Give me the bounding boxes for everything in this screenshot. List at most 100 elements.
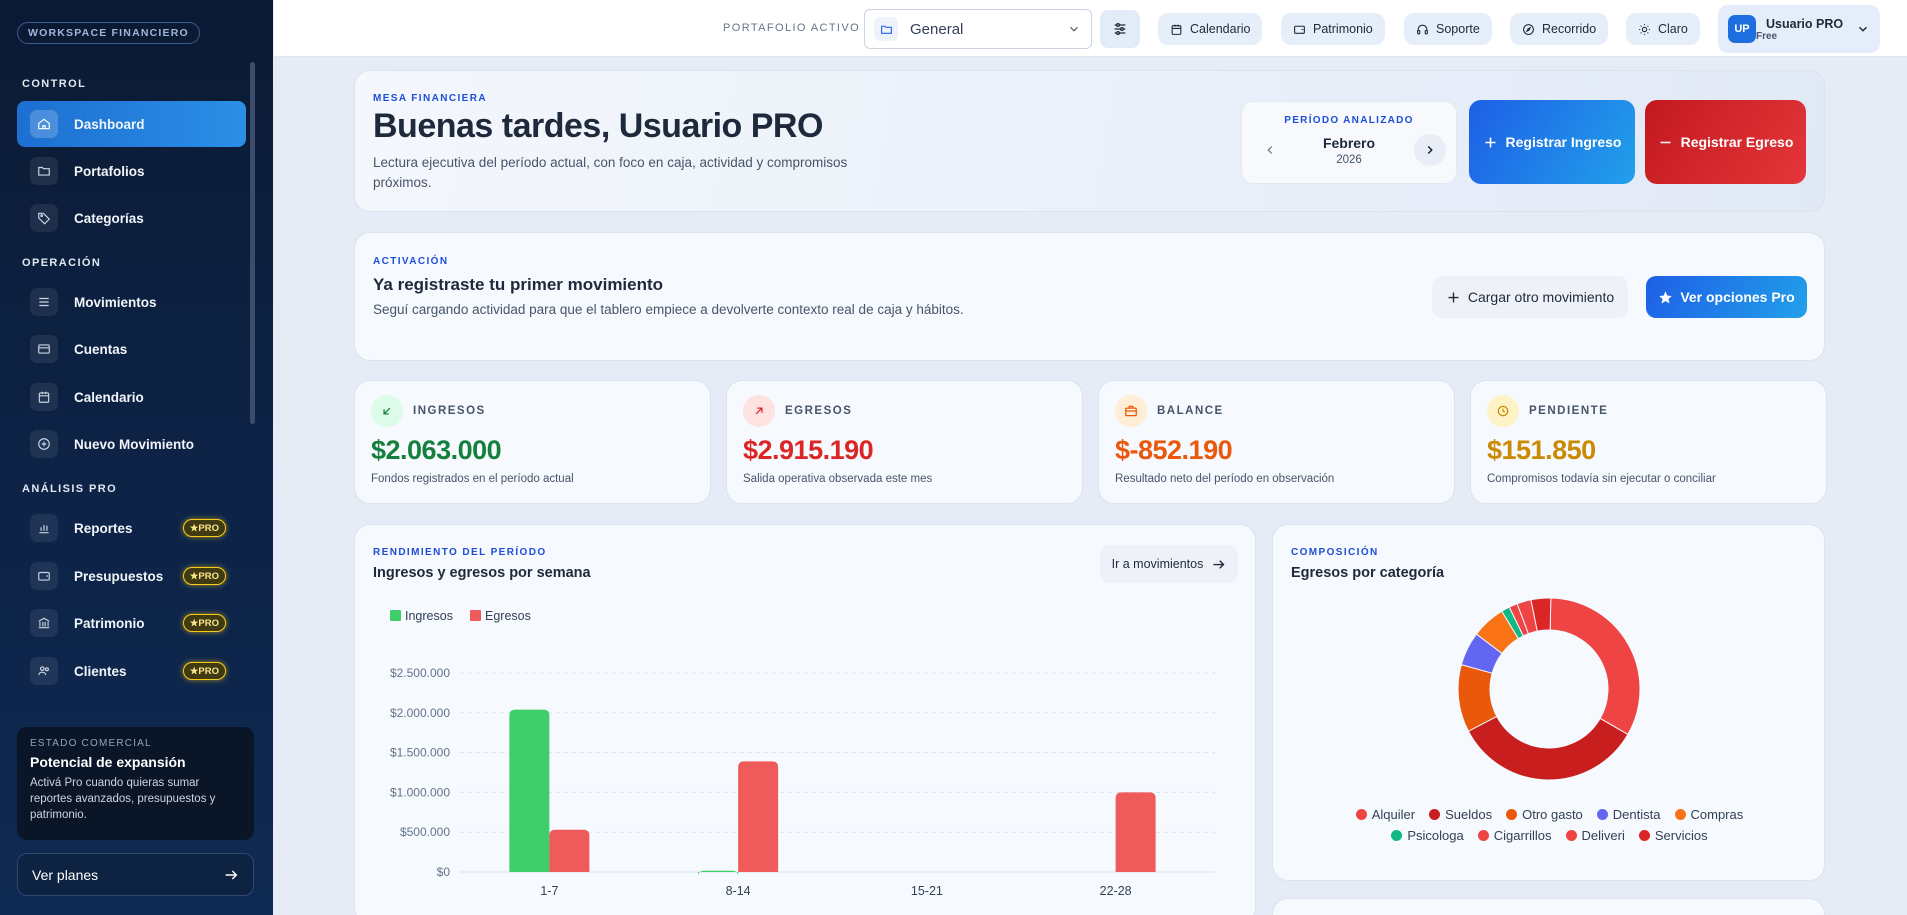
star-icon bbox=[1659, 290, 1673, 303]
register-income-label: Registrar Ingreso bbox=[1505, 134, 1622, 150]
kpi-desc: Compromisos todavía sin ejecutar o conci… bbox=[1487, 473, 1716, 485]
sidebar-item-label: Presupuestos bbox=[74, 568, 164, 584]
filters-button[interactable] bbox=[1100, 10, 1140, 48]
x-tick-label: 22-28 bbox=[1100, 884, 1132, 898]
weekly-title: Ingresos y egresos por semana bbox=[373, 565, 591, 581]
kpi-value: $-852.190 bbox=[1115, 435, 1233, 465]
sidebar-item-calendario[interactable]: Calendario bbox=[17, 374, 246, 420]
prev-period-button[interactable] bbox=[1254, 134, 1286, 166]
activation-title: Ya registraste tu primer movimiento bbox=[373, 275, 664, 294]
folder-icon bbox=[30, 157, 58, 185]
kpi-value: $151.850 bbox=[1487, 435, 1596, 465]
legend-swatch bbox=[1596, 809, 1608, 820]
legend-label: Psicologa bbox=[1407, 828, 1464, 843]
plus-icon bbox=[1485, 137, 1496, 147]
theme-pill[interactable]: Claro bbox=[1626, 13, 1700, 45]
weekly-chart-card: RENDIMIENTO DEL PERÍODO Ingresos y egres… bbox=[354, 524, 1256, 915]
list-icon bbox=[30, 288, 58, 316]
pro-badge: ★ PRO bbox=[182, 614, 226, 632]
chevron-left-icon bbox=[1267, 146, 1273, 154]
y-tick-label: $0 bbox=[437, 865, 451, 879]
sidebar-item-cuentas[interactable]: Cuentas bbox=[17, 326, 246, 372]
sidebar-item-nuevo-movimiento[interactable]: Nuevo Movimiento bbox=[17, 421, 246, 467]
page-title: Buenas tardes, Usuario PRO bbox=[373, 107, 823, 145]
kpi-card-ingresos: INGRESOS $2.063.000 Fondos registrados e… bbox=[354, 380, 711, 504]
calendar-pill[interactable]: Calendario bbox=[1158, 13, 1263, 45]
topbar: PORTAFOLIO ACTIVO General Calendario Pat… bbox=[274, 0, 1907, 57]
period-selector: PERÍODO ANALIZADO Febrero 2026 bbox=[1241, 101, 1457, 184]
go-movements-button[interactable]: Ir a movimientos bbox=[1100, 545, 1238, 583]
pill-label: Calendario bbox=[1190, 22, 1251, 36]
legend-label: Servicios bbox=[1654, 828, 1708, 843]
view-pro-button[interactable]: Ver opciones Pro bbox=[1646, 276, 1807, 318]
legend-item: Deliveri bbox=[1565, 828, 1625, 843]
x-tick-label: 1-7 bbox=[540, 884, 558, 898]
promo-card: ESTADO COMERCIAL Potencial de expansión … bbox=[17, 727, 254, 840]
sidebar-scrollbar[interactable] bbox=[250, 62, 255, 424]
arrow-right-icon bbox=[225, 869, 238, 880]
pill-label: Patrimonio bbox=[1313, 22, 1373, 36]
legend-swatch bbox=[470, 610, 481, 621]
sidebar-item-clientes[interactable]: Clientes ★ PRO bbox=[17, 648, 246, 694]
patrimony-pill[interactable]: Patrimonio bbox=[1281, 13, 1385, 45]
legend-label: Deliveri bbox=[1581, 828, 1625, 843]
legend-swatch bbox=[1477, 830, 1489, 841]
go-movements-label: Ir a movimientos bbox=[1111, 557, 1204, 571]
composition-title: Egresos por categoría bbox=[1291, 565, 1445, 581]
kpi-label: INGRESOS bbox=[413, 405, 486, 417]
next-period-button[interactable] bbox=[1414, 134, 1446, 166]
pro-badge: ★ PRO bbox=[182, 567, 226, 585]
arrow-right-icon bbox=[1213, 559, 1225, 569]
kpi-card-egresos: EGRESOS $2.915.190 Salida operativa obse… bbox=[726, 380, 1083, 504]
legend-swatch bbox=[1429, 809, 1441, 820]
sidebar-item-presupuestos[interactable]: Presupuestos ★ PRO bbox=[17, 553, 246, 599]
home-icon bbox=[30, 110, 58, 138]
folder-icon bbox=[874, 17, 898, 41]
y-tick-label: $1.000.000 bbox=[390, 785, 450, 799]
register-expense-button[interactable]: Registrar Egreso bbox=[1645, 100, 1806, 184]
activation-eyebrow: ACTIVACIÓN bbox=[373, 256, 449, 267]
legend-swatch bbox=[390, 610, 401, 621]
avatar: UP bbox=[1728, 15, 1756, 43]
legend-label: Compras bbox=[1690, 807, 1744, 822]
calendar-icon bbox=[1171, 24, 1182, 35]
chevron-right-icon bbox=[1427, 146, 1433, 154]
pill-label: Recorrido bbox=[1542, 22, 1597, 36]
hero-card: MESA FINANCIERA Buenas tardes, Usuario P… bbox=[354, 70, 1825, 212]
sliders-icon bbox=[1114, 23, 1126, 35]
y-tick-label: $500.000 bbox=[400, 825, 450, 839]
sidebar-item-portafolios[interactable]: Portafolios bbox=[17, 148, 246, 194]
sidebar-item-label: Nuevo Movimiento bbox=[74, 436, 195, 452]
x-tick-label: 8-14 bbox=[726, 884, 751, 898]
tour-pill[interactable]: Recorrido bbox=[1510, 13, 1609, 45]
section-analisis: ANÁLISIS PRO bbox=[22, 483, 118, 495]
legend-item: Cigarrillos bbox=[1477, 828, 1552, 843]
legend-item: Dentista bbox=[1596, 807, 1661, 822]
activation-card: ACTIVACIÓN Ya registraste tu primer movi… bbox=[354, 232, 1825, 361]
kpi-label: EGRESOS bbox=[785, 405, 853, 417]
sidebar-item-dashboard[interactable]: Dashboard bbox=[17, 101, 246, 147]
sidebar-item-reportes[interactable]: Reportes ★ PRO bbox=[17, 505, 246, 551]
view-plans-button[interactable]: Ver planes bbox=[17, 853, 254, 896]
user-menu[interactable]: UP Usuario PRO Free bbox=[1718, 5, 1880, 53]
period-year: 2026 bbox=[1336, 154, 1362, 166]
bank-icon bbox=[30, 609, 58, 637]
promo-title: Potencial de expansión bbox=[30, 754, 186, 770]
kpi-card-balance: BALANCE $-852.190 Resultado neto del per… bbox=[1098, 380, 1455, 504]
section-control: CONTROL bbox=[22, 78, 87, 90]
load-movement-button[interactable]: Cargar otro movimiento bbox=[1432, 276, 1628, 318]
sidebar-item-patrimonio[interactable]: Patrimonio ★ PRO bbox=[17, 600, 246, 646]
activation-text: Seguí cargando actividad para que el tab… bbox=[373, 302, 964, 317]
support-pill[interactable]: Soporte bbox=[1404, 13, 1492, 45]
headset-icon bbox=[1417, 24, 1428, 34]
register-income-button[interactable]: Registrar Ingreso bbox=[1469, 100, 1635, 184]
wallet-icon bbox=[30, 562, 58, 590]
x-tick-label: 15-21 bbox=[911, 884, 943, 898]
y-tick-label: $2.000.000 bbox=[390, 706, 450, 720]
legend-label: Dentista bbox=[1612, 807, 1661, 822]
sidebar-item-movimientos[interactable]: Movimientos bbox=[17, 279, 246, 325]
sidebar-item-categorias[interactable]: Categorías bbox=[17, 195, 246, 241]
kpi-desc: Fondos registrados en el período actual bbox=[371, 473, 574, 485]
period-month: Febrero bbox=[1322, 135, 1376, 151]
portfolio-select[interactable]: General bbox=[864, 9, 1092, 49]
